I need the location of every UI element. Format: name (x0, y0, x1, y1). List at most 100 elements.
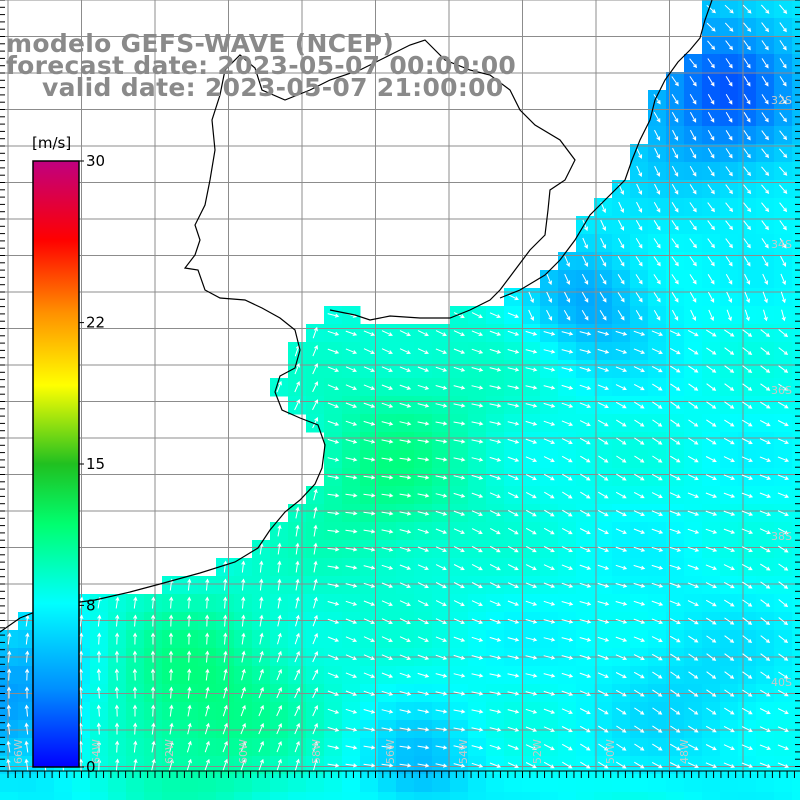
wind-arrow (399, 366, 412, 372)
wind-arrow (742, 329, 753, 337)
wind-arrow (689, 129, 697, 141)
wind-arrow (725, 202, 734, 213)
wind-arrow (690, 309, 697, 321)
wind-arrow (705, 725, 717, 733)
wind-arrow (617, 237, 625, 249)
wind-arrow (313, 758, 318, 771)
wind-arrow (779, 202, 788, 213)
wind-arrow (453, 403, 466, 408)
wind-arrow (670, 707, 681, 715)
wind-arrow (381, 618, 393, 624)
wind-arrow (399, 529, 412, 534)
wind-arrow (634, 725, 645, 733)
wind-arrow (471, 474, 484, 480)
wind-arrow (760, 617, 771, 626)
colorbar-unit: [m/s] (32, 134, 71, 152)
wind-arrow (724, 671, 735, 679)
wind-arrow (435, 673, 448, 678)
wind-arrow (778, 383, 789, 391)
lat-label: 38S (771, 530, 792, 543)
wind-arrow (777, 474, 790, 480)
wind-arrow (669, 564, 682, 570)
wind-arrow (726, 291, 733, 303)
colorbar: [m/s] 30 22 15 8 0 (32, 134, 105, 776)
wind-arrow (742, 689, 753, 697)
wind-arrow (687, 564, 700, 570)
wind-arrow (489, 367, 502, 372)
wind-arrow (543, 600, 556, 606)
wind-arrow (651, 636, 663, 643)
lat-label: 34S (771, 238, 792, 251)
wind-arrow (723, 546, 736, 552)
wind-arrow (759, 456, 772, 462)
wind-arrow (399, 582, 411, 588)
wind-arrow (453, 528, 465, 534)
wind-arrow (759, 726, 771, 732)
wind-arrow (78, 758, 84, 771)
wind-arrow (633, 636, 646, 642)
wind-arrow (707, 291, 715, 303)
wind-arrow (327, 402, 340, 408)
wind-arrow (453, 457, 466, 462)
wind-arrow (706, 653, 717, 661)
wind-arrow (381, 600, 393, 606)
wind-arrow (363, 690, 376, 696)
wind-arrow (381, 763, 394, 768)
wind-arrow (743, 184, 752, 195)
wind-arrow (669, 635, 681, 643)
wind-arrow (277, 596, 282, 609)
wind-arrow (417, 600, 429, 607)
wind-arrow (579, 366, 592, 372)
wind-arrow (151, 740, 156, 753)
wind-arrow (507, 744, 520, 750)
wind-arrow (689, 238, 697, 249)
wind-arrow (652, 707, 663, 715)
wind-arrow (295, 614, 300, 627)
wind-arrow (525, 762, 537, 769)
wind-arrow (741, 474, 754, 480)
wind-arrow (597, 402, 609, 409)
wind-arrow (507, 294, 519, 301)
wind-arrow (546, 273, 552, 286)
wind-arrow (707, 166, 715, 177)
wind-arrow (132, 686, 138, 699)
wind-arrow (543, 473, 555, 481)
wind-arrow (294, 650, 300, 663)
wind-arrow (507, 367, 520, 372)
wind-arrow (597, 564, 610, 570)
wind-arrow (742, 4, 752, 14)
wind-arrow (760, 365, 771, 373)
wind-arrow (312, 722, 318, 735)
wind-arrow (562, 491, 573, 499)
wind-arrow (543, 619, 556, 624)
wind-arrow (327, 330, 340, 336)
wind-arrow (453, 330, 465, 336)
wind-arrow (561, 402, 574, 408)
wind-arrow (760, 383, 771, 391)
wind-arrow (579, 384, 592, 390)
wind-arrow (114, 632, 120, 645)
wind-arrow (561, 619, 574, 624)
wind-arrow (345, 547, 358, 552)
wind-arrow (453, 348, 466, 354)
wind-arrow (313, 488, 318, 501)
wind-arrow (651, 492, 663, 499)
wind-arrow (597, 331, 610, 336)
wind-arrow (741, 563, 753, 571)
wind-arrow (688, 689, 699, 697)
wind-arrow (543, 420, 556, 426)
wind-arrow (327, 493, 340, 498)
wind-arrow (399, 600, 411, 607)
wind-arrow (636, 183, 643, 195)
wind-arrow (671, 292, 679, 303)
wind-arrow (633, 671, 645, 679)
wind-arrow (435, 330, 447, 337)
wind-arrow (277, 614, 282, 627)
wind-arrow (634, 419, 645, 427)
wind-arrow (670, 437, 681, 445)
wind-arrow (777, 762, 790, 768)
wind-arrow (688, 725, 699, 733)
wind-arrow (669, 347, 681, 355)
wind-arrow (598, 743, 609, 751)
wind-arrow (327, 654, 340, 660)
